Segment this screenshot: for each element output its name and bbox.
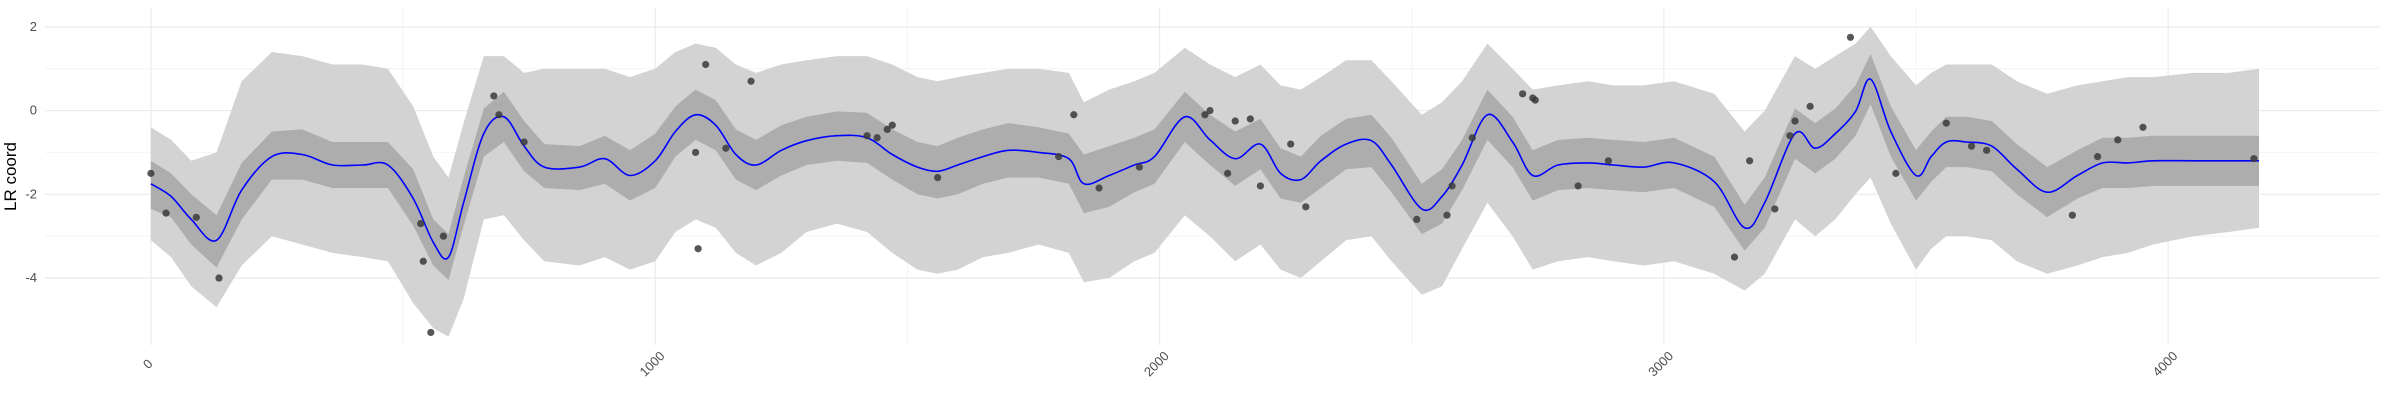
- data-point: [863, 132, 871, 140]
- data-point: [1413, 215, 1421, 224]
- mean-line: [150, 78, 2259, 260]
- data-point: [1246, 115, 1254, 123]
- data-point: [1604, 157, 1612, 165]
- data-point: [1746, 157, 1754, 165]
- data-point: [1786, 132, 1794, 140]
- data-point: [2139, 123, 2147, 131]
- data-point: [1730, 253, 1739, 261]
- data-point: [2250, 155, 2258, 163]
- line-layer: [150, 78, 2259, 260]
- data-point: [694, 245, 702, 253]
- data-point: [1256, 182, 1265, 190]
- data-point: [934, 173, 942, 182]
- data-point: [2093, 153, 2102, 161]
- data-point: [1846, 33, 1855, 41]
- data-point: [162, 209, 170, 217]
- x-axis-ticks: 0 1000 2000 3000 4000: [140, 348, 2181, 379]
- data-point: [747, 77, 755, 85]
- data-point: [702, 60, 710, 69]
- data-point: [1519, 90, 1527, 98]
- data-point: [1135, 163, 1143, 171]
- data-point: [1095, 184, 1103, 192]
- data-point: [192, 213, 200, 221]
- x-tick-label: 1000: [637, 348, 668, 379]
- data-point: [1983, 146, 1991, 154]
- x-tick-label: 2000: [1141, 348, 1172, 379]
- data-point: [147, 169, 155, 177]
- data-point: [2114, 136, 2122, 144]
- x-tick-label: 4000: [2149, 348, 2180, 379]
- data-point: [1287, 140, 1295, 148]
- data-point: [1231, 117, 1239, 125]
- inner-band-layer: [150, 54, 2260, 281]
- data-point: [1206, 106, 1214, 115]
- y-tick-label: -2: [25, 186, 37, 201]
- data-point: [888, 121, 896, 129]
- data-point: [1448, 182, 1456, 190]
- data-point: [495, 111, 503, 119]
- data-point: [1443, 211, 1451, 219]
- data-point: [1574, 182, 1582, 190]
- data-point: [1201, 111, 1209, 119]
- y-axis-ticks: 2 0 -2 -4: [25, 19, 37, 285]
- inner-confidence-band: [150, 54, 2260, 281]
- y-tick-label: 0: [30, 103, 37, 118]
- data-point: [2068, 211, 2076, 219]
- data-point: [1791, 117, 1799, 125]
- data-point: [439, 232, 448, 240]
- data-point: [520, 138, 528, 146]
- data-point: [419, 257, 427, 265]
- data-point: [1302, 203, 1310, 211]
- data-point: [1468, 134, 1476, 142]
- data-point: [1806, 102, 1814, 110]
- data-point: [722, 144, 730, 152]
- data-point: [1531, 96, 1539, 104]
- data-point: [427, 328, 435, 337]
- data-point: [1942, 119, 1950, 127]
- x-tick-label: 3000: [1645, 348, 1676, 379]
- data-point: [1055, 153, 1063, 161]
- y-tick-label: 2: [30, 19, 37, 34]
- data-point: [1771, 205, 1779, 213]
- x-tick-label: 0: [140, 356, 156, 372]
- data-point: [691, 148, 700, 157]
- data-point: [873, 134, 881, 142]
- y-axis-label: LR coord: [1, 142, 20, 211]
- data-point: [1224, 169, 1232, 177]
- point-layer: [147, 33, 2258, 337]
- data-point: [490, 92, 498, 100]
- data-point: [883, 125, 891, 134]
- data-point: [417, 219, 425, 228]
- data-point: [1967, 142, 1976, 150]
- data-point: [1070, 111, 1078, 119]
- data-point: [1892, 169, 1900, 177]
- data-point: [215, 274, 223, 282]
- y-tick-label: -4: [25, 270, 37, 285]
